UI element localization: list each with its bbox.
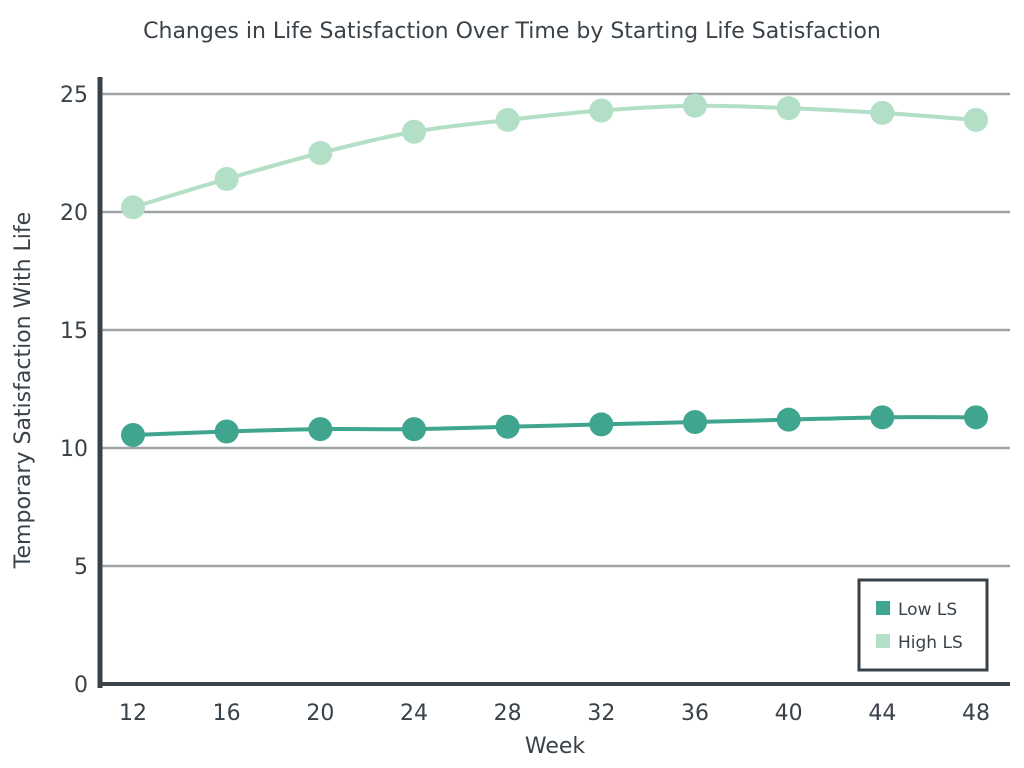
data-point-low-ls (589, 412, 614, 437)
data-point-low-ls (214, 419, 239, 444)
x-tick-label: 48 (962, 701, 990, 726)
legend-box (857, 578, 989, 672)
x-tick-label: 36 (681, 701, 709, 726)
x-tick-label: 20 (306, 701, 334, 726)
series-line-high-ls (132, 103, 977, 210)
data-point-low-ls (870, 405, 895, 430)
x-tick-label: 12 (119, 701, 147, 726)
x-tick-label: 44 (868, 701, 896, 726)
gridlines (100, 92, 1010, 686)
legend: Low LS High LS (857, 578, 989, 672)
legend-label-high-ls: High LS (898, 633, 963, 653)
series-group (121, 93, 988, 448)
legend-label-low-ls: Low LS (898, 600, 957, 620)
y-axis-label: Temporary Satisfaction With Life (11, 212, 36, 569)
data-point-high-ls (214, 166, 239, 191)
data-point-low-ls (121, 423, 145, 448)
y-tick-label: 0 (74, 673, 88, 698)
y-tick-labels: 0 5 10 15 20 25 (60, 83, 88, 698)
x-tick-label: 32 (587, 701, 615, 726)
x-tick-label: 40 (775, 701, 803, 726)
y-tick-label: 15 (60, 319, 88, 344)
data-point-high-ls (121, 195, 145, 220)
data-point-low-ls (308, 417, 333, 442)
x-tick-label: 28 (494, 701, 522, 726)
data-point-high-ls (964, 107, 988, 132)
y-tick-label: 25 (60, 83, 88, 108)
data-point-low-ls (776, 407, 801, 432)
chart-title: Changes in Life Satisfaction Over Time b… (143, 19, 881, 44)
data-point-high-ls (683, 93, 707, 118)
data-point-high-ls (308, 141, 333, 165)
x-tick-label: 24 (400, 701, 428, 726)
data-point-low-ls (402, 417, 426, 442)
data-point-high-ls (495, 107, 520, 132)
data-point-low-ls (495, 414, 520, 439)
x-tick-label: 16 (213, 701, 241, 726)
data-point-high-ls (402, 119, 426, 144)
x-tick-labels: 12 16 20 24 28 32 36 40 44 48 (119, 701, 990, 726)
y-tick-label: 5 (74, 555, 88, 580)
data-point-low-ls (964, 405, 988, 430)
legend-swatch-high-ls (876, 634, 890, 648)
legend-swatch-low-ls (876, 601, 890, 615)
y-tick-label: 20 (60, 201, 88, 226)
data-point-high-ls (589, 98, 614, 123)
data-point-high-ls (776, 96, 801, 121)
x-axis-label: Week (525, 734, 586, 759)
data-point-high-ls (870, 100, 895, 125)
data-point-low-ls (683, 410, 707, 435)
y-tick-label: 10 (60, 437, 88, 462)
series-line-low-ls (132, 415, 977, 438)
